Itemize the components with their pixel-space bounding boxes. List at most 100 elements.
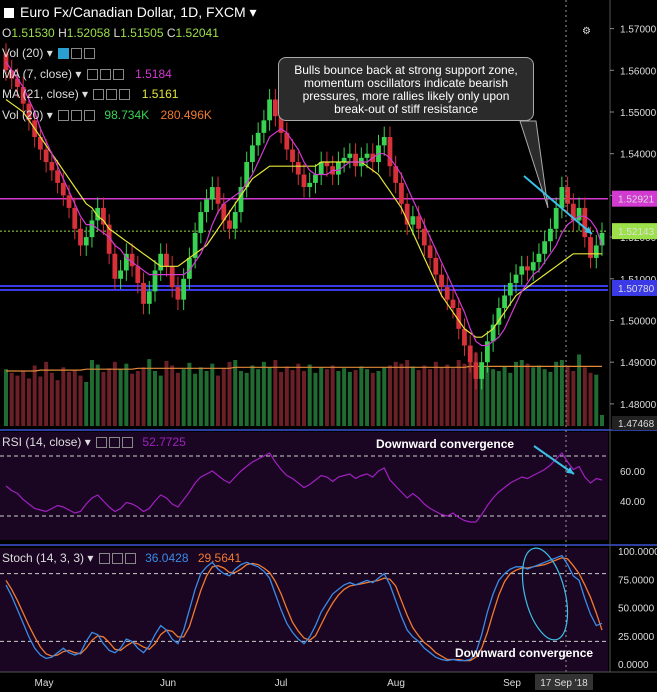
volume-bar: [519, 360, 524, 426]
candle-body: [467, 345, 473, 363]
eye-icon[interactable]: [58, 110, 70, 122]
legend-rsi[interactable]: RSI (14, close) ▾ 52.7725: [2, 435, 186, 449]
gear-icon[interactable]: [99, 69, 111, 81]
volume-bar: [135, 371, 140, 426]
candle-body: [198, 212, 204, 233]
gear-icon[interactable]: [71, 48, 83, 60]
candle-body: [565, 187, 571, 204]
candle-body: [9, 70, 15, 79]
chevron-down-icon[interactable]: ▾: [46, 46, 53, 60]
candle-body: [341, 157, 347, 163]
candle-body: [83, 237, 89, 246]
volume-bar: [336, 371, 341, 426]
volume-bar: [204, 371, 209, 426]
close-icon[interactable]: [84, 48, 96, 60]
gear-icon[interactable]: [71, 110, 83, 122]
stoch-tick-label: 0.0000: [618, 660, 649, 671]
candle-body: [232, 212, 238, 229]
candle-body: [410, 216, 416, 225]
eye-icon[interactable]: [96, 437, 108, 449]
candle-body: [381, 137, 387, 146]
candle-body: [404, 203, 410, 225]
stoch-d-line: [5, 557, 603, 662]
gear-icon[interactable]: [106, 89, 118, 101]
volume-bar: [536, 365, 541, 426]
gear-icon[interactable]: [109, 437, 121, 449]
volume-bar: [479, 365, 484, 426]
volume-bar: [67, 371, 72, 426]
price-tick-label: 1.54000: [620, 150, 657, 161]
close-icon[interactable]: [112, 69, 124, 81]
trend-arrow: [523, 175, 593, 235]
rsi-tick-label: 60.00: [620, 467, 645, 478]
volume-bar: [49, 372, 54, 426]
candle-body: [15, 78, 20, 87]
symbol-title[interactable]: Euro Fx/Canadian Dollar, 1D, FXCM ▾: [4, 4, 257, 21]
candle-body: [456, 307, 462, 329]
legend-stoch[interactable]: Stoch (14, 3, 3) ▾ 36.0428 29.5641: [2, 551, 241, 565]
legend-ma21[interactable]: MA (21, close) ▾ 1.5161: [2, 87, 178, 101]
volume-bar: [210, 363, 215, 426]
settings-gear-icon[interactable]: ⚙: [582, 26, 591, 37]
eye-icon[interactable]: [93, 89, 105, 101]
volume-bar: [101, 371, 106, 426]
volume-bar: [175, 372, 180, 426]
volume-bar: [422, 365, 427, 426]
chevron-down-icon[interactable]: ▾: [75, 67, 82, 81]
ma7-value: 1.5184: [135, 67, 172, 81]
candle-body: [186, 257, 192, 279]
volume-bar: [153, 371, 157, 426]
legend-ma7[interactable]: MA (7, close) ▾ 1.5184: [2, 67, 172, 81]
stoch-tick-label: 75.0000: [618, 575, 655, 586]
month-label: Sep: [503, 678, 521, 689]
volume-bar: [164, 360, 169, 426]
volume-bar: [44, 361, 49, 426]
volume-bar: [238, 371, 243, 426]
chevron-down-icon[interactable]: ▾: [82, 87, 89, 101]
volume-bar: [439, 367, 444, 426]
close-icon[interactable]: [119, 89, 131, 101]
candle-body: [433, 257, 439, 275]
volume-bar: [405, 360, 410, 426]
rsi-value: 52.7725: [142, 435, 186, 449]
chevron-down-icon[interactable]: ▾: [46, 108, 53, 122]
volume-bar: [330, 365, 335, 426]
legend-vol[interactable]: Vol (20) ▾ 98.734K 280.496K: [2, 108, 212, 122]
volume-bar: [227, 361, 232, 426]
eye-icon[interactable]: [86, 69, 98, 81]
close-icon[interactable]: [122, 437, 134, 449]
stoch-tick-label: 50.0000: [618, 604, 655, 615]
eye-icon[interactable]: [98, 553, 110, 565]
gear-icon[interactable]: [111, 553, 123, 565]
volume-bar: [290, 370, 295, 426]
rsi-arrow: [533, 445, 575, 475]
volume-bar: [502, 366, 507, 426]
candle-body: [439, 274, 444, 288]
chevron-down-icon[interactable]: ▾: [87, 551, 94, 565]
candle-body: [559, 187, 565, 208]
candle-body: [290, 149, 295, 163]
month-label: Jun: [160, 678, 176, 689]
volume-bar: [233, 360, 238, 426]
volume-bar: [221, 368, 226, 426]
candle-body: [78, 228, 83, 246]
candle-body: [204, 199, 209, 213]
volume-bar: [261, 361, 266, 426]
stoch-tick-label: 25.0000: [618, 632, 655, 643]
legend-ma21-label: MA (21, close): [2, 87, 79, 101]
close-icon[interactable]: [124, 553, 136, 565]
candle-body: [221, 203, 227, 221]
price-tick-label: 1.50000: [620, 316, 657, 327]
candle-body: [496, 307, 502, 325]
chevron-down-icon[interactable]: ▾: [249, 4, 257, 20]
stoch-k-line: [5, 554, 603, 662]
close-icon[interactable]: [84, 110, 96, 122]
legend-vol-top[interactable]: Vol (20) ▾: [2, 46, 96, 60]
eye-icon[interactable]: [58, 48, 70, 60]
volume-bar: [187, 362, 192, 426]
volume-bar: [416, 370, 421, 426]
candle-body: [444, 287, 450, 300]
candle-body: [164, 253, 169, 267]
chevron-down-icon[interactable]: ▾: [84, 435, 91, 449]
